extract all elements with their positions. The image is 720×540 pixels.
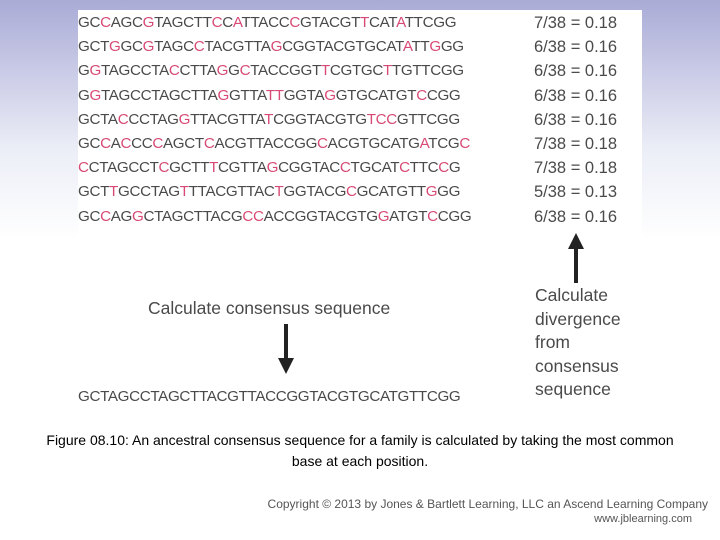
- calculate-divergence-line: consensus: [535, 355, 619, 376]
- consensus-sequence: GCTAGCCTAGCTTACGTTACCGGTACGTGCATGTTCGG: [78, 388, 461, 405]
- sequence-row: GGTAGCCTACCTTAGGCTACCGGTTCGTGCTTGTTCGG: [78, 62, 464, 80]
- divergence-values: 7/38 = 0.18 6/38 = 0.16 6/38 = 0.16 6/38 = …: [534, 11, 617, 229]
- sequence-row: GCTACCCTAGGTTACGTTATCGGTACGTGTCCGTTCGG: [78, 110, 460, 128]
- calculate-divergence-line: sequence: [535, 379, 611, 399]
- sequence-row: GCCACCCCAGCTCACGTTACCGGCACGTGCATGATCGC: [78, 134, 470, 152]
- publisher-website: www.jblearning.com: [594, 513, 692, 525]
- sequence-alignment: GCCAGCGTAGCTTCCATTACCCGTACGTTCATATTCGG GC…: [78, 11, 472, 229]
- divergence-value: 5/38 = 0.13: [534, 183, 618, 202]
- divergence-value: 7/38 = 0.18: [534, 14, 618, 32]
- divergence-value: 6/38 = 0.16: [534, 207, 618, 226]
- calculate-divergence-line: from: [535, 332, 570, 352]
- sequence-row: CCTAGCCTCGCTTTCGTTAGCGGTACCTGCATCTTCCG: [78, 159, 461, 177]
- copyright-notice: Copyright © 2013 by Jones & Bartlett Lea…: [267, 497, 708, 511]
- calculate-divergence-line: divergence: [535, 308, 621, 329]
- sequence-row: GCCAGGCTAGCTTACGCCACCGGTACGTGGATGTCCGG: [78, 207, 472, 225]
- sequence-row: GCCAGCGTAGCTTCCATTACCCGTACGTTCATATTCGG: [78, 14, 457, 31]
- sequence-row: GCTGGCGTAGCCTACGTTAGCGGTACGTGCATATTGGG: [78, 38, 464, 56]
- divergence-value: 6/38 = 0.16: [534, 110, 618, 129]
- calculate-divergence-label: Calculate divergence from consensus sequence: [535, 284, 621, 402]
- divergence-value: 6/38 = 0.16: [534, 86, 618, 105]
- calculate-consensus-label: Calculate consensus sequence: [148, 298, 391, 318]
- up-arrow-icon: [568, 233, 584, 283]
- calculate-divergence-line: Calculate: [535, 285, 608, 305]
- down-arrow-icon: [278, 324, 294, 374]
- sequence-row: GCTTGCCTAGTTTACGTTACTGGTACGCGCATGTTGGG: [78, 183, 461, 201]
- divergence-value: 7/38 = 0.18: [534, 134, 618, 153]
- figure-caption: Figure 08.10: An ancestral consensus seq…: [46, 432, 674, 469]
- divergence-value: 7/38 = 0.18: [534, 159, 618, 178]
- divergence-value: 6/38 = 0.16: [534, 38, 618, 57]
- figure-panel: [78, 10, 642, 410]
- sequence-row: GGTAGCCTAGCTTAGGTTATTGGTAGGTGCATGTCCGG: [78, 86, 461, 104]
- divergence-value: 6/38 = 0.16: [534, 62, 618, 81]
